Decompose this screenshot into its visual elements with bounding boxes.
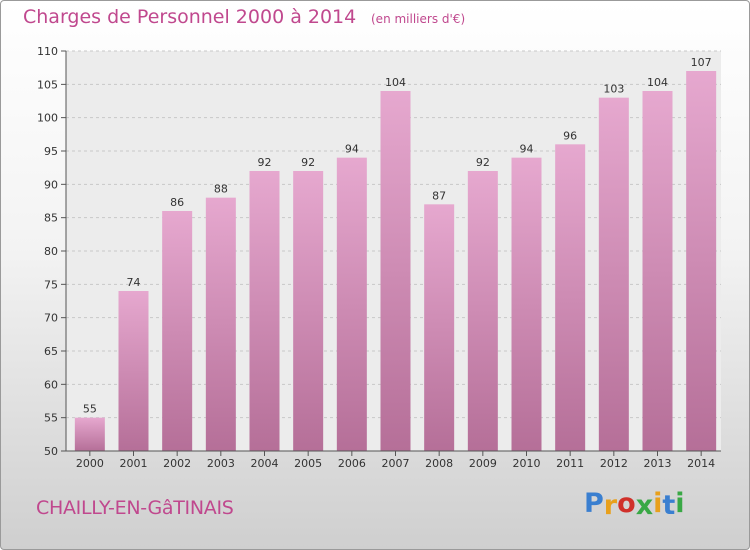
x-tick-label-2010: 2010 [513, 457, 541, 470]
data-label-2002: 86 [170, 196, 184, 209]
bar-2000 [74, 417, 105, 451]
x-tick-label-2006: 2006 [338, 457, 366, 470]
data-label-2006: 94 [345, 143, 359, 156]
data-label-2011: 96 [563, 129, 577, 142]
x-tick-label-2008: 2008 [425, 457, 453, 470]
x-tick-label-2004: 2004 [251, 457, 279, 470]
x-tick-label-2009: 2009 [469, 457, 497, 470]
chart-title: Charges de Personnel 2000 à 2014 [23, 6, 357, 28]
x-tick-label-2000: 2000 [76, 457, 104, 470]
bar-2008 [424, 204, 455, 451]
y-tick-label: 90 [44, 178, 58, 191]
logo-letter: t [662, 490, 676, 521]
data-label-2010: 94 [520, 143, 534, 156]
y-tick-label: 75 [44, 278, 58, 291]
data-label-2008: 87 [432, 189, 446, 202]
bar-2010 [511, 157, 542, 451]
data-label-2005: 92 [301, 156, 315, 169]
data-label-2009: 92 [476, 156, 490, 169]
data-label-2013: 104 [647, 76, 668, 89]
bar-2004 [249, 171, 280, 451]
bar-2001 [118, 291, 149, 451]
y-tick-label: 105 [37, 78, 58, 91]
proxiti-logo: Proxiti [584, 488, 685, 521]
x-tick-label-2012: 2012 [600, 457, 628, 470]
x-tick-label-2013: 2013 [644, 457, 672, 470]
bar-2003 [205, 197, 236, 451]
y-tick-label: 100 [37, 112, 58, 125]
bar-2005 [293, 171, 324, 451]
y-tick-label: 95 [44, 145, 58, 158]
x-tick-label-2011: 2011 [556, 457, 584, 470]
data-label-2012: 103 [603, 83, 624, 96]
data-label-2000: 55 [83, 403, 97, 416]
bar-2007 [380, 91, 411, 451]
x-tick-label-2005: 2005 [294, 457, 322, 470]
bar-2011 [555, 144, 586, 452]
logo-letter: r [603, 490, 618, 521]
x-tick-label-2003: 2003 [207, 457, 235, 470]
y-tick-label: 70 [44, 312, 58, 325]
y-tick-label: 110 [37, 45, 58, 58]
bar-2006 [336, 157, 367, 451]
y-tick-label: 60 [44, 378, 58, 391]
x-tick-label-2002: 2002 [163, 457, 191, 470]
y-tick-label: 65 [44, 345, 58, 358]
commune-name: CHAILLY-EN-GâTINAIS [36, 497, 234, 519]
bar-2014 [686, 71, 717, 451]
data-label-2007: 104 [385, 76, 406, 89]
logo-letter: o [617, 488, 636, 519]
x-tick-label-2014: 2014 [687, 457, 715, 470]
data-label-2004: 92 [258, 156, 272, 169]
bar-2013 [642, 91, 673, 451]
bar-2009 [467, 171, 498, 451]
data-label-2003: 88 [214, 183, 228, 196]
x-tick-label-2001: 2001 [120, 457, 148, 470]
chart-subtitle: (en milliers d'€) [371, 12, 466, 26]
logo-letter: i [675, 488, 685, 519]
logo-letter: i [653, 488, 663, 519]
data-label-2014: 107 [691, 56, 712, 69]
x-tick-label-2007: 2007 [382, 457, 410, 470]
y-tick-label: 80 [44, 245, 58, 258]
y-tick-label: 85 [44, 212, 58, 225]
logo-letter: P [584, 488, 604, 519]
y-tick-label: 50 [44, 445, 58, 458]
data-label-2001: 74 [127, 276, 141, 289]
logo-letter: x [635, 490, 654, 521]
bar-2012 [598, 97, 629, 452]
y-tick-label: 55 [44, 412, 58, 425]
bar-2002 [162, 211, 193, 451]
